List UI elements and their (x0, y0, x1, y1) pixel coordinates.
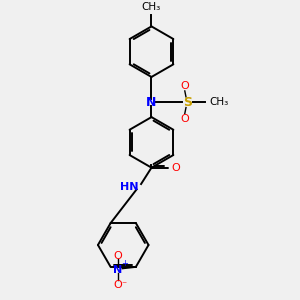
Text: O: O (114, 280, 122, 290)
Text: N: N (146, 96, 157, 109)
Text: S: S (183, 96, 192, 109)
Text: CH₃: CH₃ (209, 97, 229, 107)
Text: HN: HN (120, 182, 138, 192)
Text: O: O (171, 163, 180, 173)
Text: +: + (121, 259, 128, 268)
Text: O: O (180, 81, 189, 91)
Text: O: O (114, 250, 122, 261)
Text: O: O (180, 114, 189, 124)
Text: ⁻: ⁻ (121, 280, 126, 290)
Text: CH₃: CH₃ (142, 2, 161, 12)
Text: N: N (113, 265, 123, 275)
